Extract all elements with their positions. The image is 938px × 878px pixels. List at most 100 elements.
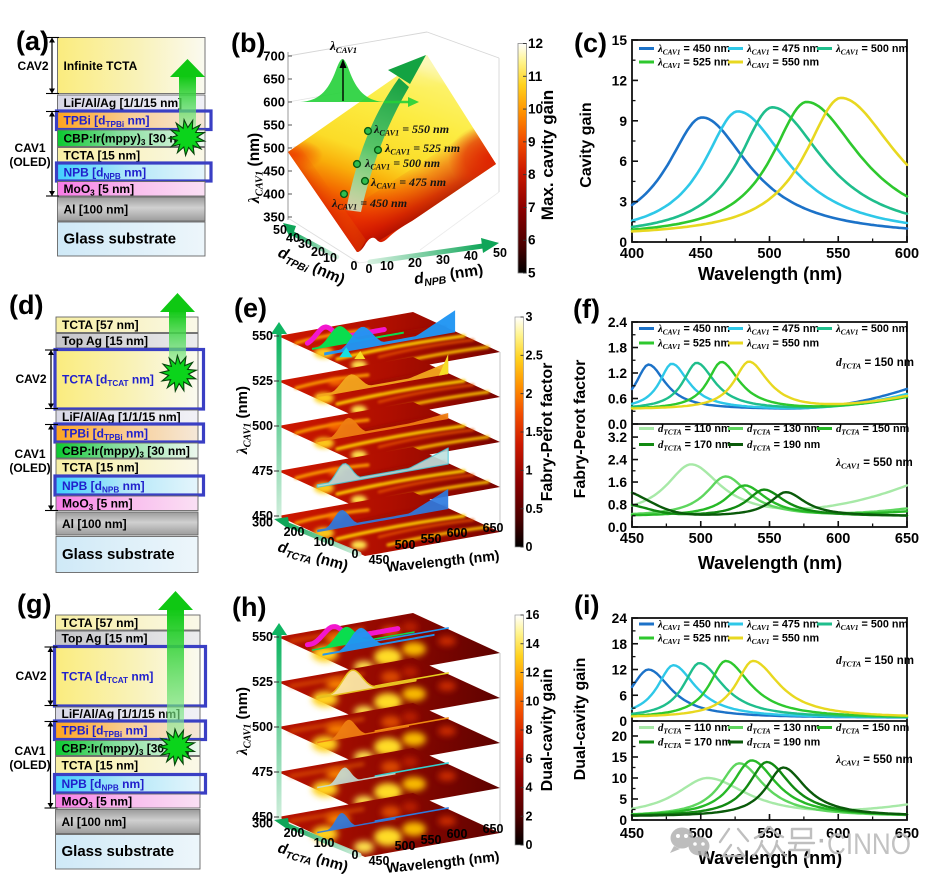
- svg-text:·: ·: [818, 828, 826, 855]
- svg-text:TPBi [dTPBi nm]: TPBi [dTPBi nm]: [62, 426, 148, 442]
- svg-text:TPBi [dTPBi nm]: TPBi [dTPBi nm]: [64, 114, 150, 130]
- svg-text:LiF/Al/Ag [1/1/15 nm]: LiF/Al/Ag [1/1/15 nm]: [64, 96, 183, 110]
- svg-text:0: 0: [526, 838, 533, 852]
- svg-text:2.4: 2.4: [608, 315, 628, 330]
- svg-text:dTCTA = 170 nm: dTCTA = 170 nm: [658, 737, 731, 750]
- svg-text:(d): (d): [9, 290, 43, 320]
- svg-text:Wavelength (nm): Wavelength (nm): [698, 264, 842, 284]
- svg-text:0.0: 0.0: [608, 417, 628, 432]
- svg-text:dTCTA = 190 nm: dTCTA = 190 nm: [747, 439, 820, 452]
- svg-text:650: 650: [895, 531, 919, 547]
- svg-text:λCAV1 = 450 nm: λCAV1 = 450 nm: [657, 619, 730, 632]
- svg-text:λCAV1 = 475 nm: λCAV1 = 475 nm: [746, 323, 819, 336]
- svg-text:24: 24: [612, 611, 628, 626]
- svg-text:0: 0: [352, 848, 359, 862]
- svg-text:650: 650: [895, 826, 919, 842]
- svg-text:450: 450: [369, 553, 390, 567]
- svg-text:2.4: 2.4: [608, 453, 628, 468]
- svg-text:10: 10: [612, 771, 628, 786]
- svg-text:(b): (b): [231, 28, 265, 58]
- svg-text:0: 0: [526, 540, 533, 554]
- svg-text:CAV2: CAV2: [15, 372, 46, 386]
- svg-text:8: 8: [528, 167, 536, 182]
- svg-text:10: 10: [526, 694, 540, 708]
- svg-text:CINNO: CINNO: [827, 828, 911, 861]
- svg-text:Glass substrate: Glass substrate: [64, 230, 177, 247]
- svg-text:λCAV1 = 550 nm: λCAV1 = 550 nm: [835, 754, 913, 768]
- svg-text:dTCTA = 170 nm: dTCTA = 170 nm: [658, 439, 731, 452]
- svg-text:500: 500: [395, 538, 416, 552]
- svg-text:(a): (a): [16, 26, 49, 56]
- svg-text:550: 550: [826, 246, 850, 262]
- svg-text:500: 500: [689, 531, 713, 547]
- svg-text:30: 30: [436, 253, 450, 267]
- svg-text:CAV2: CAV2: [17, 59, 48, 73]
- svg-text:400: 400: [263, 187, 285, 202]
- svg-text:550: 550: [757, 531, 781, 547]
- svg-text:Fabry-Perot factor: Fabry-Perot factor: [572, 360, 589, 499]
- svg-text:550: 550: [252, 329, 273, 343]
- svg-text:6: 6: [619, 688, 627, 703]
- svg-text:50: 50: [273, 223, 287, 237]
- svg-text:dTCTA = 190 nm: dTCTA = 190 nm: [747, 737, 820, 750]
- svg-text:550: 550: [263, 118, 285, 133]
- svg-text:Wavelength (nm): Wavelength (nm): [698, 553, 842, 573]
- svg-text:NPB [dNPB nm]: NPB [dNPB nm]: [62, 777, 145, 793]
- svg-text:MoO3 [5 nm]: MoO3 [5 nm]: [62, 794, 133, 810]
- svg-text:dTCTA = 110 nm: dTCTA = 110 nm: [658, 722, 731, 735]
- svg-text:20: 20: [311, 245, 325, 259]
- svg-text:600: 600: [447, 526, 468, 540]
- svg-text:λCAV1 = 550 nm: λCAV1 = 550 nm: [746, 57, 819, 70]
- svg-text:15: 15: [612, 750, 628, 765]
- svg-text:Top Ag [15 nm]: Top Ag [15 nm]: [62, 334, 148, 348]
- svg-text:2: 2: [526, 809, 533, 823]
- svg-text:0: 0: [351, 259, 358, 273]
- svg-text:50: 50: [493, 246, 507, 260]
- svg-text:200: 200: [284, 826, 305, 840]
- svg-text:100: 100: [314, 836, 335, 850]
- svg-text:550: 550: [421, 532, 442, 546]
- svg-text:CAV1: CAV1: [14, 744, 45, 758]
- svg-text:dTCTA = 150 nm: dTCTA = 150 nm: [836, 357, 914, 371]
- svg-text:450: 450: [369, 854, 390, 868]
- svg-text:12: 12: [528, 36, 543, 51]
- svg-text:λCAV1 = 450 nm: λCAV1 = 450 nm: [331, 196, 407, 212]
- svg-text:350: 350: [263, 210, 285, 225]
- svg-text:5: 5: [528, 266, 536, 281]
- svg-text:LiF/Al/Ag [1/1/15 nm]: LiF/Al/Ag [1/1/15 nm]: [62, 410, 181, 424]
- svg-text:λCAV1 = 550 nm: λCAV1 = 550 nm: [835, 457, 913, 471]
- svg-text:Top Ag [15 nm]: Top Ag [15 nm]: [62, 632, 148, 646]
- svg-text:TCTA [dTCAT nm]: TCTA [dTCAT nm]: [62, 373, 154, 389]
- svg-text:1.8: 1.8: [608, 341, 628, 356]
- svg-text:6: 6: [619, 154, 627, 169]
- svg-text:(f): (f): [573, 294, 600, 324]
- svg-text:(c): (c): [574, 28, 607, 58]
- svg-text:450: 450: [620, 826, 644, 842]
- svg-text:Wavelength (nm): Wavelength (nm): [698, 848, 842, 868]
- svg-text:dTCTA = 150 nm: dTCTA = 150 nm: [836, 722, 909, 735]
- svg-text:dNPB (nm): dNPB (nm): [413, 262, 485, 291]
- svg-text:TCTA [57 nm]: TCTA [57 nm]: [62, 318, 139, 332]
- svg-text:200: 200: [284, 525, 305, 539]
- svg-text:λCAV1 = 525 nm: λCAV1 = 525 nm: [657, 633, 730, 646]
- svg-text:7: 7: [528, 200, 536, 215]
- svg-text:λCAV1 = 550 nm: λCAV1 = 550 nm: [373, 122, 449, 138]
- svg-text:40: 40: [464, 249, 478, 263]
- svg-text:λCAV1 = 475 nm: λCAV1 = 475 nm: [746, 43, 819, 56]
- svg-text:6: 6: [528, 233, 536, 248]
- svg-text:LiF/Al/Ag [1/1/15 nm]: LiF/Al/Ag [1/1/15 nm]: [62, 707, 181, 721]
- svg-text:600: 600: [826, 531, 850, 547]
- svg-text:λCAV1: λCAV1: [329, 38, 357, 55]
- svg-text:Dual-cavity gain: Dual-cavity gain: [572, 658, 589, 781]
- svg-text:λCAV1 = 550 nm: λCAV1 = 550 nm: [746, 633, 819, 646]
- svg-text:525: 525: [252, 374, 273, 388]
- svg-text:Glass substrate: Glass substrate: [62, 546, 175, 563]
- svg-text:Glass substrate: Glass substrate: [62, 843, 175, 860]
- svg-text:λCAV1 (nm): λCAV1 (nm): [246, 133, 265, 204]
- svg-text:TCTA [15 nm]: TCTA [15 nm]: [64, 148, 141, 162]
- svg-text:CAV1: CAV1: [14, 141, 45, 155]
- svg-text:550: 550: [252, 630, 273, 644]
- svg-text:2.5: 2.5: [526, 349, 543, 363]
- svg-text:600: 600: [447, 827, 468, 841]
- svg-text:500: 500: [252, 720, 273, 734]
